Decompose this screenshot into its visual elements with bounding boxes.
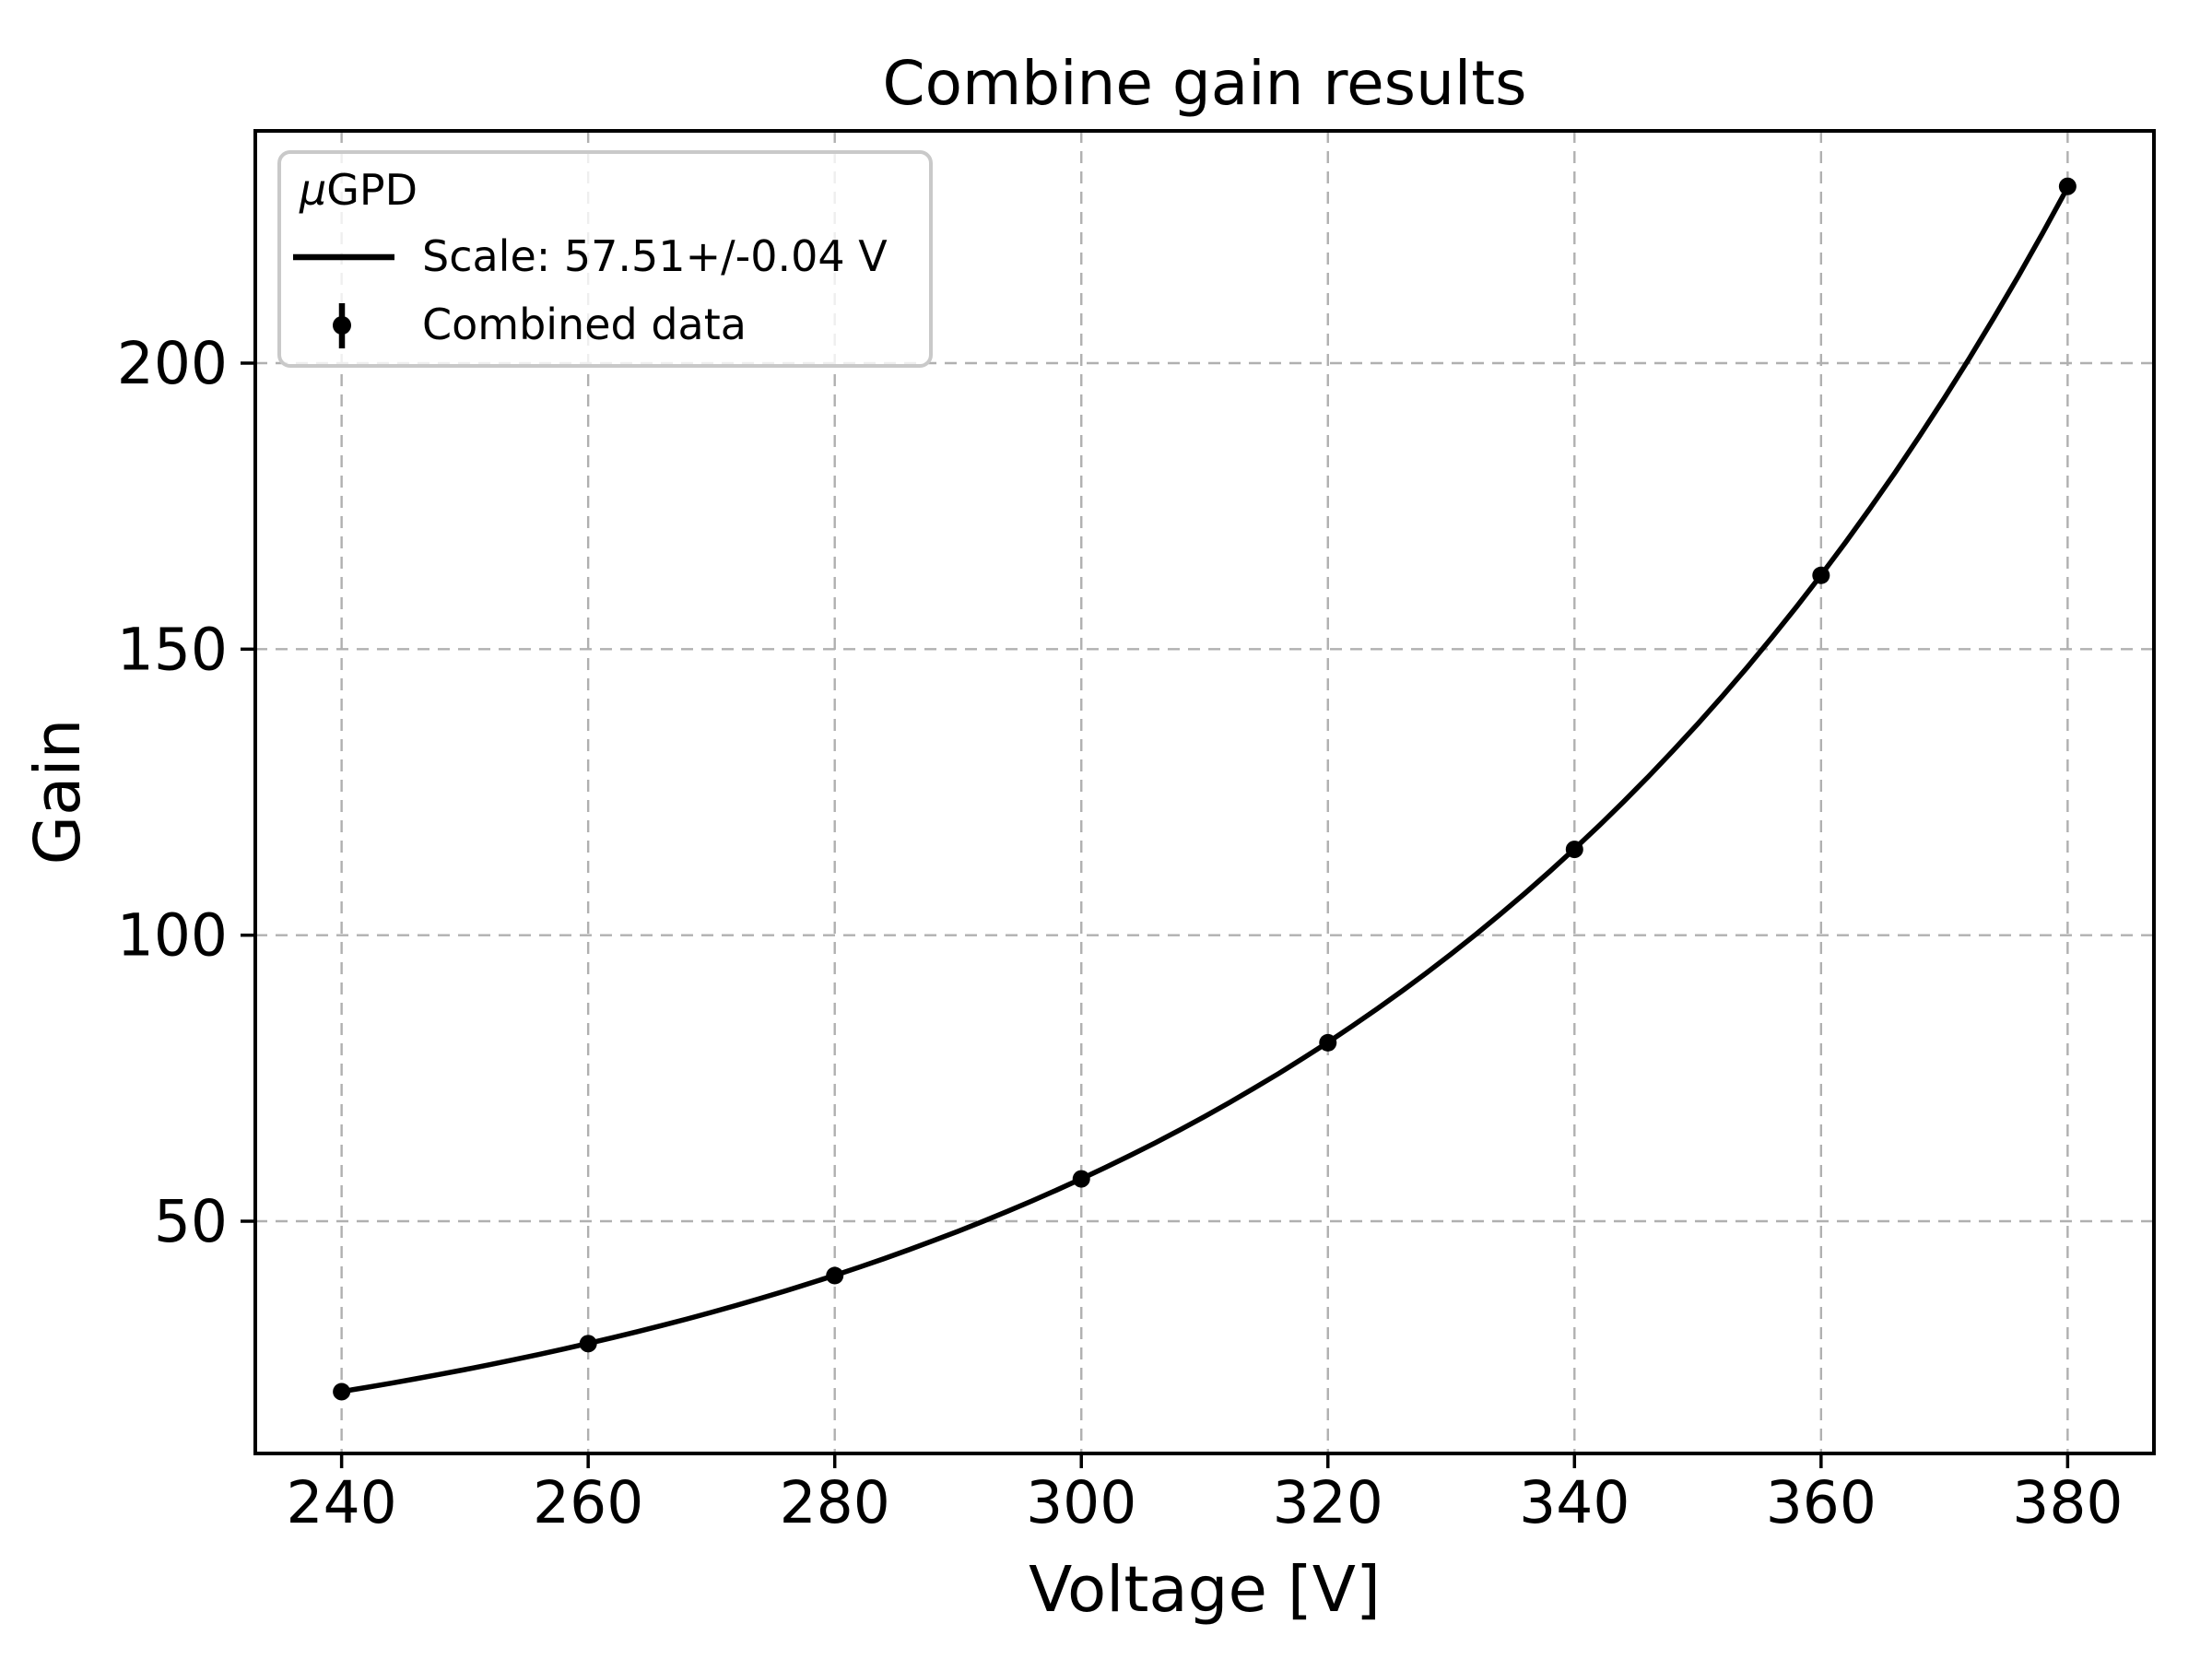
y-tick-label: 200	[117, 330, 228, 397]
data-point	[579, 1335, 597, 1353]
data-point	[826, 1266, 844, 1285]
y-axis-label: Gain	[21, 719, 95, 865]
x-tick-label: 280	[780, 1469, 890, 1536]
y-tick-label: 150	[117, 616, 228, 683]
legend-frame	[277, 150, 933, 368]
legend-entry-data-label: Combined data	[422, 300, 747, 349]
legend-title-rest: GPD	[326, 165, 418, 215]
fit-curve	[338, 184, 2071, 1394]
chart-title: Combine gain results	[883, 48, 1527, 119]
data-point	[333, 1382, 351, 1401]
x-tick-label: 360	[1766, 1469, 1877, 1536]
legend-errorbar-dot	[333, 316, 351, 335]
y-tick-label: 50	[154, 1188, 228, 1255]
data-point	[2058, 177, 2077, 195]
axis-ticks: 240 260 280 300 320 340 360 380 50 100 150 200	[117, 330, 2124, 1536]
x-axis-label: Voltage [V]	[1029, 1553, 1381, 1627]
gridlines	[255, 131, 2154, 1453]
legend: μGPD Scale: 57.51+/-0.04 V Combined data	[277, 150, 933, 368]
data-series	[333, 177, 2077, 1401]
x-tick-label: 320	[1273, 1469, 1383, 1536]
x-tick-label: 380	[2012, 1469, 2123, 1536]
data-point	[1812, 566, 1830, 584]
data-point	[1565, 841, 1583, 859]
plot-border	[253, 129, 2156, 1455]
x-tick-label: 300	[1026, 1469, 1136, 1536]
legend-title: μGPD	[299, 165, 418, 215]
x-tick-label: 240	[287, 1469, 397, 1536]
x-tick-label: 340	[1519, 1469, 1630, 1536]
legend-errorbar-sample	[333, 303, 351, 348]
legend-entry-fit-label: Scale: 57.51+/-0.04 V	[422, 231, 888, 281]
legend-title-mu: μ	[299, 165, 326, 215]
data-point	[1072, 1170, 1090, 1188]
y-tick-label: 100	[117, 902, 228, 970]
x-tick-label: 260	[533, 1469, 643, 1536]
data-point	[1319, 1033, 1337, 1052]
